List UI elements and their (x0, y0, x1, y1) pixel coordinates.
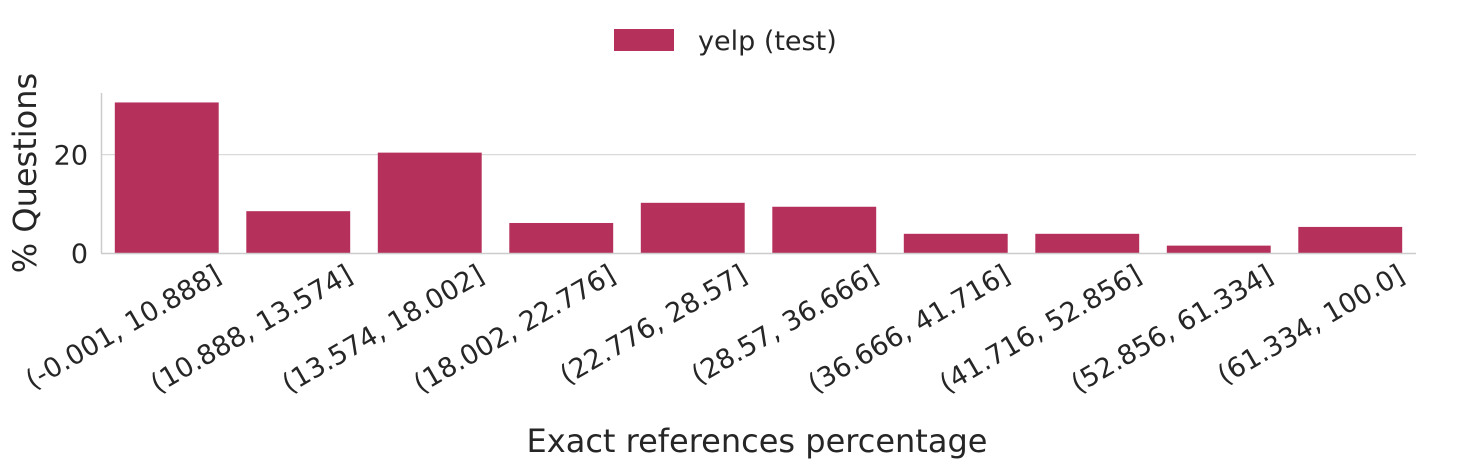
bar (509, 222, 614, 253)
legend: yelp (test) (614, 26, 837, 57)
axes (100, 93, 1416, 255)
y-tick-labels: 0 20 (54, 141, 88, 270)
bar (1298, 226, 1403, 253)
legend-label: yelp (test) (698, 26, 837, 57)
bar (1166, 245, 1271, 253)
y-tick-label: 20 (54, 141, 88, 172)
bar (640, 202, 745, 253)
bars (114, 102, 1403, 253)
bar (377, 152, 482, 253)
x-tick-labels: (-0.001, 10.888](10.888, 13.574](13.574,… (20, 259, 1409, 399)
legend-swatch (614, 29, 674, 51)
bar (903, 233, 1008, 253)
bar (772, 206, 877, 253)
bar (114, 102, 219, 253)
y-axis-title: % Questions (6, 73, 44, 273)
y-tick-label: 0 (71, 239, 88, 270)
bar (246, 211, 351, 253)
bar (1035, 233, 1140, 253)
x-axis-title: Exact references percentage (527, 422, 988, 460)
